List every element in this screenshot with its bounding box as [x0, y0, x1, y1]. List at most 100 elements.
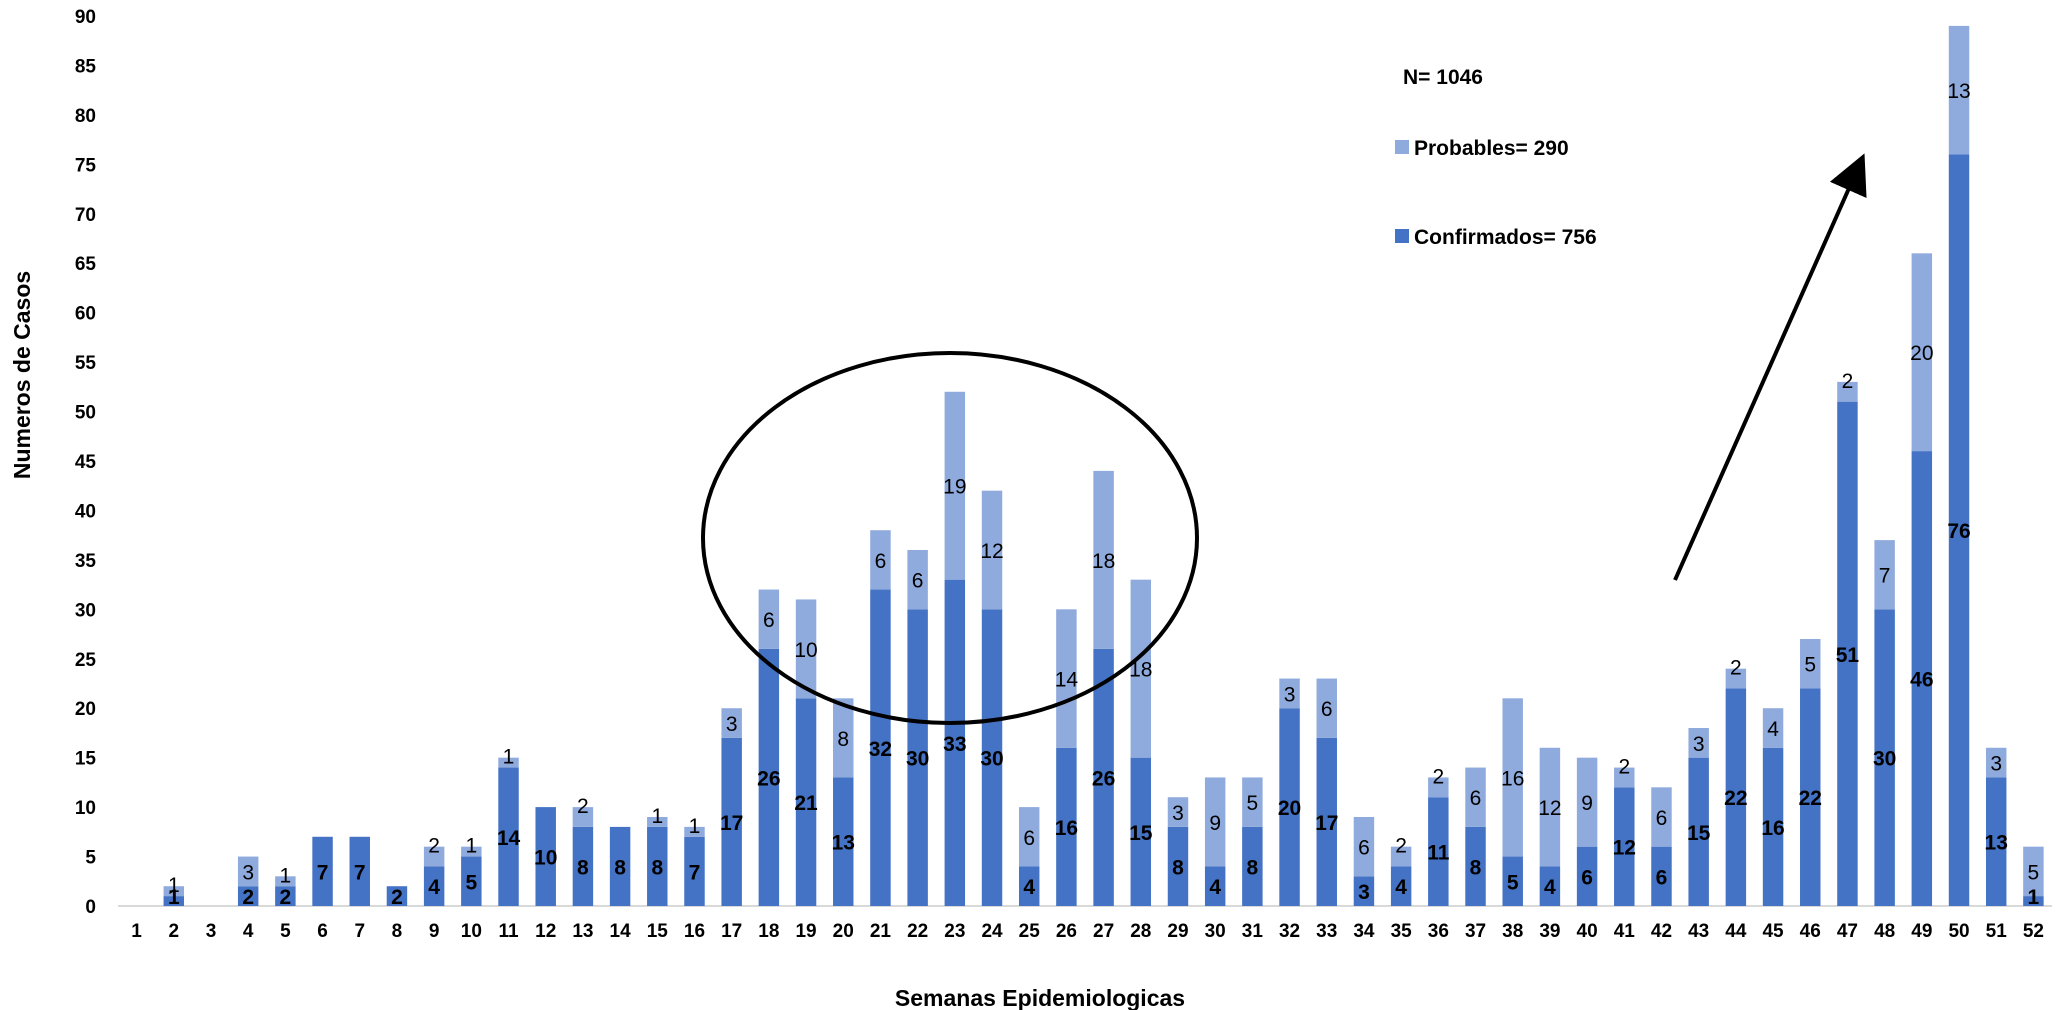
bar-probables: [870, 530, 891, 590]
data-label-confirmados: 15: [1687, 822, 1711, 845]
x-tick-label: 49: [1911, 921, 1932, 942]
x-tick-label: 4: [243, 921, 254, 942]
data-label-confirmados: 26: [1092, 767, 1115, 790]
bar-confirmados: [1651, 846, 1672, 906]
bar-confirmados: [1428, 797, 1449, 906]
data-label-probables: 2: [1432, 765, 1444, 788]
bar-confirmados: [1762, 747, 1784, 906]
data-label-probables: 18: [1129, 659, 1152, 682]
data-label-probables: 1: [168, 874, 180, 897]
x-tick-label: 44: [1725, 921, 1747, 942]
bar-confirmados: [1800, 688, 1821, 906]
data-label-probables: 6: [763, 609, 775, 632]
bar-confirmados: [1837, 401, 1858, 906]
bar-confirmados: [572, 826, 594, 906]
x-tick-label: 23: [944, 921, 965, 942]
data-label-confirmados: 6: [1581, 866, 1593, 889]
data-label-probables: 1: [465, 835, 477, 858]
data-label-confirmados: 14: [497, 827, 521, 850]
bar-confirmados: [684, 836, 705, 906]
data-label-probables: 6: [1358, 837, 1370, 860]
data-label-confirmados: 17: [720, 812, 743, 835]
data-label-confirmados: 8: [577, 856, 589, 879]
data-label-confirmados: 7: [689, 861, 701, 884]
data-label-probables: 4: [1767, 718, 1779, 741]
bar-probables: [1800, 639, 1821, 689]
bar-confirmados: [312, 836, 333, 906]
x-tick-label: 42: [1651, 921, 1672, 942]
bar-probables: [1911, 253, 1933, 452]
x-tick-label: 31: [1242, 921, 1264, 942]
data-label-probables: 6: [912, 570, 924, 593]
bar-probables: [647, 817, 668, 827]
data-label-confirmados: 30: [980, 748, 1003, 771]
bar-probables: [572, 807, 594, 827]
bar-probables: [1390, 846, 1412, 867]
x-axis-ticks: 1 2 3 4 5 6 7 8 9 10 11 12 13 14 15 16 17 18 19 20 21 22 23 24 2…: [131, 921, 2044, 942]
x-tick-label: 45: [1762, 921, 1784, 942]
legend-label-probables: Probables= 290: [1414, 137, 1569, 160]
data-label-probables: 9: [1209, 812, 1221, 835]
data-label-confirmados: 1: [168, 886, 180, 909]
bar-confirmados: [1725, 688, 1747, 906]
x-tick-label: 15: [647, 921, 669, 942]
bar-confirmados: [535, 807, 556, 906]
bar-confirmados: [981, 609, 1003, 906]
bar-confirmados: [1985, 777, 2007, 906]
data-label-probables: 2: [428, 835, 440, 858]
y-tick-label: 70: [75, 205, 96, 226]
x-tick-label: 3: [206, 921, 217, 942]
y-tick-label: 25: [75, 650, 97, 671]
data-label-confirmados: 7: [317, 861, 329, 884]
data-label-confirmados: 8: [1470, 856, 1482, 879]
data-label-confirmados: 3: [1358, 881, 1370, 904]
bar-probables: [1948, 25, 1970, 155]
bar-probables: [423, 846, 445, 867]
bar-confirmados: [237, 886, 259, 906]
data-label-probables: 10: [794, 639, 817, 662]
bar-confirmados: [349, 836, 370, 906]
bar-confirmados: [163, 896, 185, 906]
data-label-confirmados: 11: [1427, 842, 1450, 865]
legend-label-confirmados: Confirmados= 756: [1414, 226, 1597, 249]
y-tick-label: 15: [75, 749, 97, 770]
legend-swatch-probables: [1395, 140, 1409, 154]
bar-probables: [1130, 579, 1152, 758]
bar-confirmados: [1614, 787, 1635, 906]
y-tick-label: 35: [75, 551, 97, 572]
legend-total: N= 1046: [1403, 66, 1483, 89]
bar-confirmados: [1093, 648, 1114, 906]
y-tick-label: 50: [75, 403, 96, 424]
x-tick-label: 9: [429, 921, 440, 942]
data-label-probables: 13: [1947, 80, 1970, 103]
y-tick-label: 20: [75, 699, 96, 720]
x-tick-label: 41: [1614, 921, 1636, 942]
x-tick-label: 46: [1800, 921, 1821, 942]
y-tick-label: 0: [85, 897, 96, 918]
x-tick-label: 34: [1353, 921, 1375, 942]
data-label-confirmados: 33: [943, 733, 966, 756]
data-label-confirmados: 4: [1209, 876, 1221, 899]
bar-confirmados: [1353, 876, 1375, 906]
x-tick-label: 38: [1502, 921, 1523, 942]
bar-confirmados: [423, 866, 445, 906]
data-label-confirmados: 30: [1873, 748, 1896, 771]
data-label-confirmados: 7: [354, 861, 366, 884]
data-label-confirmados: 2: [391, 886, 403, 909]
x-tick-label: 2: [168, 921, 179, 942]
bar-probables: [1837, 381, 1858, 402]
data-label-probables: 2: [1618, 756, 1630, 779]
bar-confirmados: [870, 589, 891, 906]
y-tick-label: 30: [75, 600, 96, 621]
data-label-confirmados: 4: [1023, 876, 1035, 899]
bar-probables: [1985, 747, 2007, 778]
x-tick-label: 20: [833, 921, 854, 942]
x-tick-label: 29: [1167, 921, 1188, 942]
x-tick-label: 14: [610, 921, 632, 942]
bar-confirmados: [795, 698, 817, 906]
bar-confirmados: [1130, 757, 1152, 906]
bar-confirmados: [1502, 856, 1523, 906]
y-tick-label: 55: [75, 353, 97, 374]
bar-probables: [1614, 767, 1635, 788]
bar-confirmados: [1948, 154, 1970, 906]
